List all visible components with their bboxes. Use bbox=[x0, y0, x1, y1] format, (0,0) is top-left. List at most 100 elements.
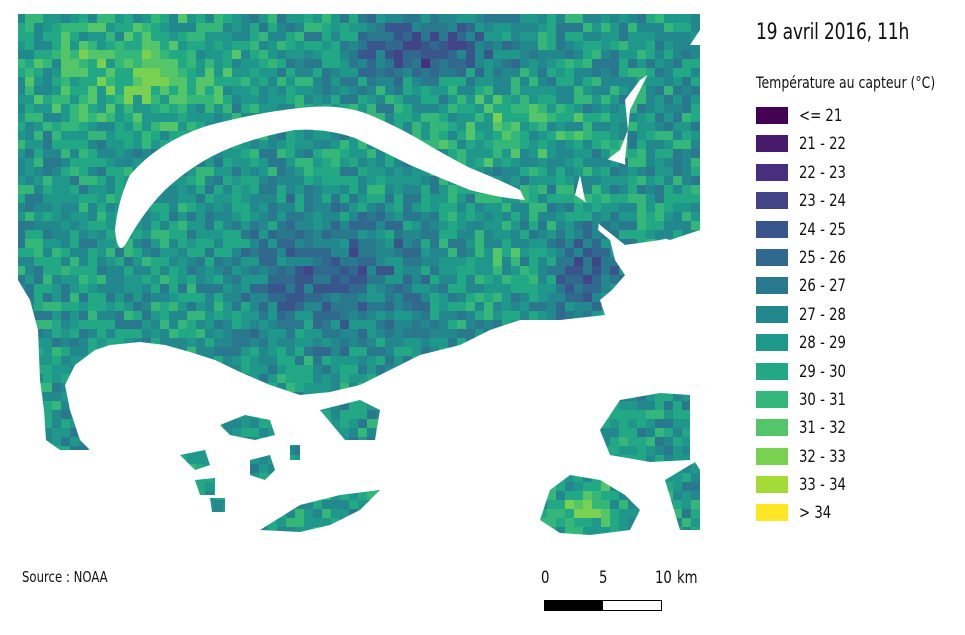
raster-cell bbox=[160, 122, 170, 132]
raster-cell bbox=[286, 473, 296, 483]
raster-cell bbox=[250, 320, 260, 330]
raster-cell bbox=[250, 491, 260, 501]
raster-cell bbox=[142, 374, 152, 384]
raster-cell bbox=[34, 221, 44, 231]
raster-cell bbox=[529, 113, 539, 123]
temperature-raster-map[interactable] bbox=[0, 0, 720, 545]
raster-cell bbox=[34, 392, 44, 402]
raster-cell bbox=[475, 527, 485, 535]
raster-cell bbox=[601, 428, 611, 438]
raster-cell bbox=[97, 473, 107, 483]
raster-cell bbox=[475, 446, 485, 456]
raster-cell bbox=[196, 158, 206, 168]
raster-cell bbox=[223, 536, 233, 545]
raster-cell bbox=[547, 50, 557, 60]
raster-cell bbox=[367, 437, 377, 447]
raster-cell bbox=[286, 410, 296, 420]
raster-cell bbox=[259, 248, 269, 258]
raster-cell bbox=[331, 95, 341, 105]
raster-cell bbox=[511, 95, 521, 105]
raster-cell bbox=[682, 383, 692, 393]
raster-cell bbox=[628, 536, 638, 545]
raster-cell bbox=[187, 248, 197, 258]
source-credit: Source : NOAA bbox=[22, 568, 108, 586]
raster-cell bbox=[349, 203, 359, 213]
raster-cell bbox=[250, 23, 260, 33]
raster-cell bbox=[385, 266, 395, 276]
raster-cell bbox=[358, 176, 368, 186]
raster-cell bbox=[97, 14, 107, 24]
raster-cell bbox=[637, 518, 647, 528]
raster-cell bbox=[214, 32, 224, 42]
raster-cell bbox=[547, 68, 557, 78]
raster-cell bbox=[448, 392, 458, 402]
raster-cell bbox=[205, 320, 215, 330]
raster-cell bbox=[367, 176, 377, 186]
raster-cell bbox=[169, 95, 179, 105]
raster-cell bbox=[259, 239, 269, 249]
raster-cell bbox=[142, 455, 152, 465]
raster-cell bbox=[259, 59, 269, 69]
raster-cell bbox=[18, 509, 26, 519]
legend-item: 26 - 27 bbox=[756, 276, 956, 304]
raster-cell bbox=[439, 518, 449, 528]
raster-cell bbox=[160, 500, 170, 510]
raster-cell bbox=[565, 257, 575, 267]
raster-cell bbox=[412, 239, 422, 249]
raster-cell bbox=[61, 14, 71, 24]
raster-cell bbox=[493, 473, 503, 483]
raster-cell bbox=[565, 23, 575, 33]
raster-cell bbox=[529, 266, 539, 276]
raster-cell bbox=[403, 266, 413, 276]
raster-cell bbox=[610, 68, 620, 78]
raster-cell bbox=[628, 437, 638, 447]
raster-cell bbox=[556, 293, 566, 303]
raster-cell bbox=[412, 275, 422, 285]
raster-cell bbox=[466, 392, 476, 402]
raster-cell bbox=[61, 500, 71, 510]
raster-cell bbox=[637, 356, 647, 366]
raster-cell bbox=[18, 437, 26, 447]
raster-cell bbox=[700, 41, 710, 51]
raster-cell bbox=[88, 59, 98, 69]
raster-cell bbox=[430, 194, 440, 204]
raster-cell bbox=[601, 194, 611, 204]
raster-cell bbox=[241, 392, 251, 402]
raster-cell bbox=[547, 284, 557, 294]
raster-cell bbox=[700, 239, 710, 249]
raster-cell bbox=[565, 230, 575, 240]
raster-cell bbox=[619, 23, 629, 33]
raster-cell bbox=[421, 248, 431, 258]
raster-cell bbox=[412, 500, 422, 510]
raster-cell bbox=[313, 275, 323, 285]
raster-cell bbox=[511, 518, 521, 528]
raster-cell bbox=[619, 59, 629, 69]
raster-cell bbox=[349, 293, 359, 303]
raster-cell bbox=[475, 113, 485, 123]
raster-cell bbox=[232, 338, 242, 348]
raster-cell bbox=[637, 212, 647, 222]
raster-cell bbox=[475, 311, 485, 321]
raster-cell bbox=[502, 455, 512, 465]
raster-cell bbox=[403, 518, 413, 528]
raster-cell bbox=[511, 266, 521, 276]
raster-cell bbox=[628, 347, 638, 357]
raster-cell bbox=[160, 536, 170, 545]
river-channel bbox=[115, 106, 525, 248]
raster-cell bbox=[439, 338, 449, 348]
raster-cell bbox=[538, 248, 548, 258]
raster-cell bbox=[511, 419, 521, 429]
raster-cell bbox=[655, 536, 665, 545]
raster-cell bbox=[250, 482, 260, 492]
raster-cell bbox=[232, 428, 242, 438]
legend-item: > 34 bbox=[756, 503, 956, 531]
raster-cell bbox=[223, 509, 233, 519]
raster-cell bbox=[34, 86, 44, 96]
raster-cell bbox=[574, 230, 584, 240]
raster-cell bbox=[466, 257, 476, 267]
raster-cell bbox=[286, 428, 296, 438]
raster-cell bbox=[574, 176, 584, 186]
raster-cell bbox=[700, 284, 710, 294]
map-canvas[interactable] bbox=[0, 0, 720, 545]
raster-cell bbox=[142, 437, 152, 447]
